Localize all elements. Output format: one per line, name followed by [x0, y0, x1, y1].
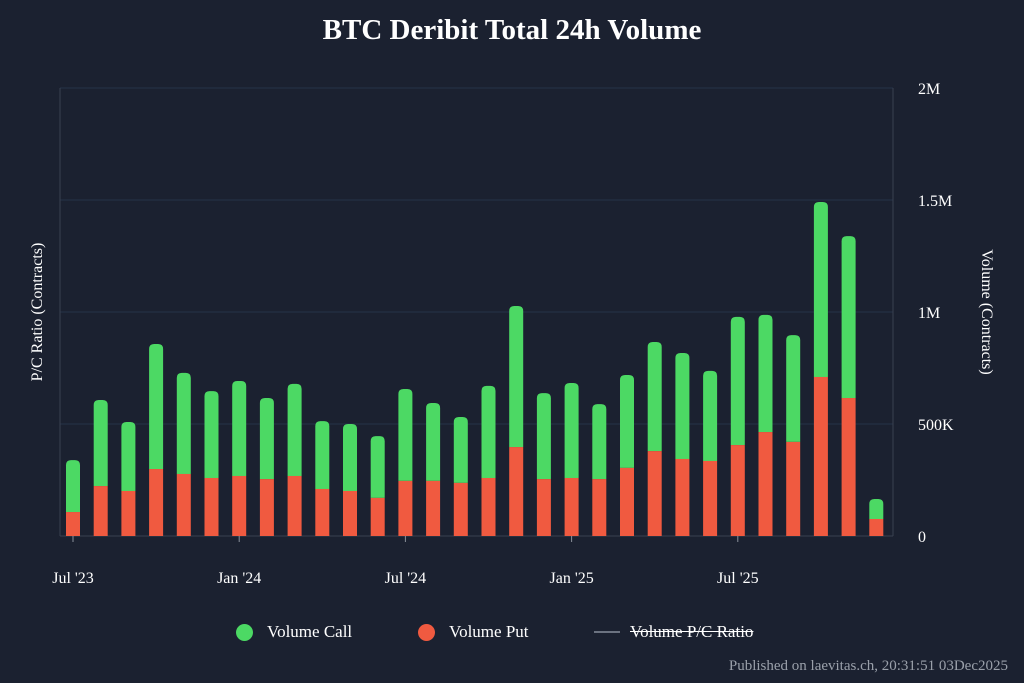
legend-line-icon [594, 631, 620, 633]
legend-item-volume-pc-ratio[interactable]: Volume P/C Ratio [594, 622, 753, 642]
bar-call-2024-04 [315, 421, 330, 489]
bar-call-2025-09 [786, 335, 801, 442]
left-axis-title: P/C Ratio (Contracts) [29, 243, 46, 382]
bar-call-2024-02 [259, 398, 274, 480]
bar-put-2024-10 [481, 477, 496, 536]
bar-call-2024-01 [232, 380, 247, 476]
bar-call-2025-07 [730, 316, 745, 446]
bar-put-2025-10 [813, 376, 828, 536]
legend-dot-call-icon [236, 623, 253, 641]
y-tick-label: 1.5M [918, 193, 952, 210]
bar-call-2025-10 [813, 202, 828, 377]
bar-put-2024-11 [509, 447, 524, 536]
bar-call-2024-12 [536, 393, 551, 480]
bar-call-2023-09 [121, 421, 136, 491]
bar-call-2023-11 [176, 372, 191, 474]
bar-put-2023-11 [176, 473, 191, 536]
legend-dot-put-icon [418, 623, 435, 641]
bar-call-2025-05 [675, 352, 690, 459]
bar-put-2023-07 [66, 512, 80, 536]
y-tick-label: 0 [918, 529, 926, 546]
y-tick-label: 2M [918, 81, 940, 98]
bar-call-2024-09 [453, 417, 468, 483]
bar-call-2023-10 [149, 344, 164, 470]
bar-call-2025-02 [592, 404, 607, 480]
published-footer: Published on laevitas.ch, 20:31:51 03Dec… [728, 658, 1008, 674]
bar-call-2024-08 [426, 402, 441, 481]
bar-put-2024-04 [315, 488, 330, 536]
bar-call-2024-05 [343, 424, 357, 491]
bar-call-2025-04 [647, 342, 662, 452]
x-tick-label: Jan '25 [549, 570, 593, 587]
legend-label: Volume P/C Ratio [630, 622, 754, 641]
bar-call-2024-10 [481, 385, 496, 478]
legend-label: Volume Call [267, 622, 353, 641]
bar-put-2024-07 [398, 480, 413, 536]
bar-put-2025-07 [730, 445, 745, 536]
bar-put-2024-05 [343, 490, 357, 536]
bar-put-2025-04 [647, 451, 662, 536]
bar-call-2025-08 [758, 314, 773, 433]
bar-call-2024-07 [398, 389, 413, 481]
bar-put-2024-08 [426, 480, 441, 536]
right-axis-title: Volume (Contracts) [978, 249, 995, 374]
bar-put-2025-03 [620, 467, 634, 536]
bar-put-2025-11 [841, 398, 856, 536]
x-tick-label: Jul '23 [52, 570, 94, 587]
bar-call-2025-03 [620, 374, 634, 468]
x-tick-label: Jul '25 [717, 570, 759, 587]
bar-put-2024-01 [232, 475, 247, 536]
bar-put-2025-09 [786, 441, 801, 536]
bar-call-2025-11 [841, 236, 856, 399]
legend-item-volume-put[interactable]: Volume Put [418, 622, 529, 642]
bar-call-2024-06 [370, 436, 385, 498]
bar-put-2024-12 [536, 479, 551, 536]
bar-put-2023-08 [93, 486, 108, 536]
bar-call-2025-12 [869, 499, 884, 519]
bar-put-2023-09 [121, 490, 136, 536]
bar-put-2025-08 [758, 432, 773, 536]
bar-put-2025-01 [564, 477, 579, 536]
y-tick-label: 1M [918, 305, 940, 322]
bar-call-2025-06 [703, 370, 718, 461]
bar-call-2025-01 [564, 383, 579, 478]
bar-put-2024-02 [259, 479, 274, 536]
y-tick-label: 500K [918, 417, 954, 434]
legend-label: Volume Put [449, 622, 529, 641]
bar-put-2024-09 [453, 482, 468, 536]
bar-put-2025-05 [675, 458, 690, 536]
bar-put-2023-12 [204, 477, 219, 536]
bar-call-2024-03 [287, 383, 302, 476]
bar-call-2023-12 [204, 391, 219, 478]
x-tick-label: Jul '24 [385, 570, 427, 587]
legend-item-volume-call[interactable]: Volume Call [236, 622, 352, 642]
x-tick-label: Jan '24 [217, 570, 261, 587]
bar-call-2023-07 [66, 460, 80, 513]
bar-put-2025-02 [592, 479, 607, 536]
chart-title: BTC Deribit Total 24h Volume [322, 14, 702, 46]
bar-put-2025-06 [703, 460, 718, 536]
bar-put-2024-03 [287, 475, 302, 536]
bar-put-2023-10 [149, 469, 164, 536]
bar-call-2023-08 [93, 400, 108, 487]
bar-put-2025-12 [869, 518, 884, 536]
bar-put-2024-06 [370, 497, 385, 536]
bar-call-2024-11 [509, 305, 524, 448]
